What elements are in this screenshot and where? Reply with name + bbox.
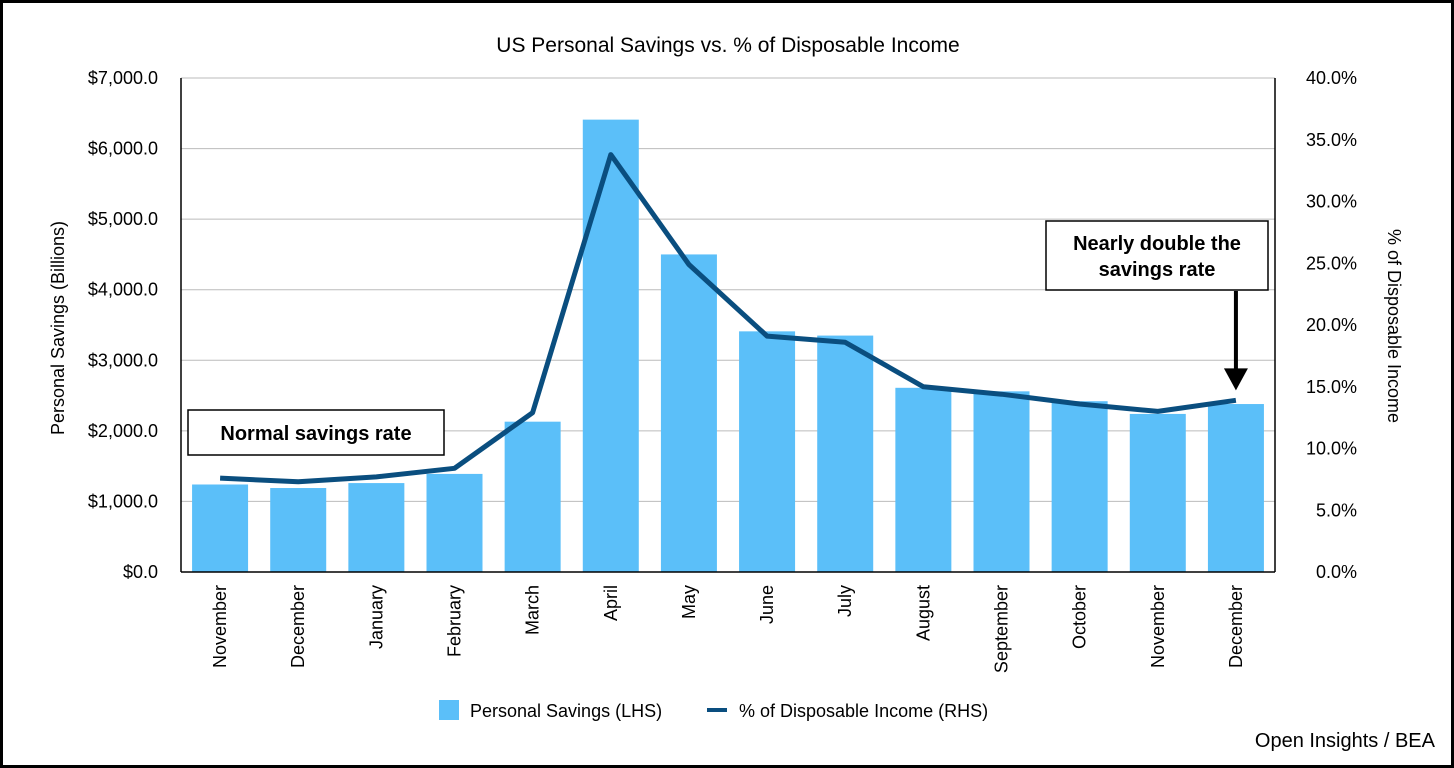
bar	[426, 473, 483, 572]
right-axis-title: % of Disposable Income	[1384, 229, 1404, 423]
legend-label-disposable-income: % of Disposable Income (RHS)	[739, 701, 988, 721]
left-axis-title: Personal Savings (Billions)	[48, 221, 68, 435]
x-tick-label: January	[366, 585, 386, 649]
left-tick-label: $0.0	[123, 562, 158, 582]
x-tick-label: April	[601, 585, 621, 621]
bar	[660, 254, 717, 572]
annotation-box	[1045, 220, 1269, 291]
left-tick-label: $1,000.0	[88, 491, 158, 511]
x-tick-label: June	[757, 585, 777, 624]
right-tick-label: 25.0%	[1306, 253, 1357, 273]
bar	[504, 421, 561, 572]
annotation-normal-savings: Normal savings rate	[187, 409, 445, 456]
annotation-double-savings-line1: Nearly double the	[1073, 233, 1241, 255]
bar	[1129, 413, 1186, 572]
source-note: Open Insights / BEA	[1255, 730, 1436, 752]
annotation-normal-savings-text: Normal savings rate	[220, 423, 411, 445]
right-tick-label: 20.0%	[1306, 315, 1357, 335]
left-tick-label: $3,000.0	[88, 350, 158, 370]
percent-line	[219, 152, 1237, 485]
legend: Personal Savings (LHS) % of Disposable I…	[439, 700, 988, 721]
bar	[582, 119, 639, 572]
left-tick-label: $6,000.0	[88, 139, 158, 159]
right-tick-label: 35.0%	[1306, 130, 1357, 150]
x-tick-label: September	[992, 585, 1012, 673]
left-tick-label: $7,000.0	[88, 68, 158, 88]
annotation-double-savings-line2: savings rate	[1099, 259, 1216, 281]
left-axis-ticks: $0.0 $1,000.0 $2,000.0 $3,000.0 $4,000.0 $5,0…	[88, 68, 158, 582]
x-tick-label: February	[445, 585, 465, 657]
x-tick-label: December	[288, 585, 308, 668]
left-tick-label: $2,000.0	[88, 421, 158, 441]
x-axis-ticks: November December January February March Apri…	[210, 585, 1246, 673]
bar	[348, 483, 405, 572]
left-tick-label: $5,000.0	[88, 209, 158, 229]
bar	[1207, 404, 1264, 572]
right-tick-label: 5.0%	[1316, 500, 1357, 520]
line-series	[219, 152, 1237, 485]
right-tick-label: 0.0%	[1316, 562, 1357, 582]
x-tick-label: March	[523, 585, 543, 635]
legend-label-personal-savings: Personal Savings (LHS)	[470, 701, 662, 721]
bar	[817, 335, 874, 572]
x-tick-label: November	[210, 585, 230, 668]
bar	[973, 391, 1030, 572]
bar	[270, 488, 327, 572]
right-tick-label: 30.0%	[1306, 192, 1357, 212]
bar	[739, 331, 796, 572]
chart-title: US Personal Savings vs. % of Disposable …	[496, 34, 959, 57]
legend-swatch-personal-savings	[439, 700, 459, 720]
right-tick-label: 10.0%	[1306, 439, 1357, 459]
annotation-double-savings: Nearly double the savings rate	[1045, 220, 1269, 391]
x-tick-label: November	[1148, 585, 1168, 668]
bar	[1051, 401, 1108, 572]
x-tick-label: August	[913, 585, 933, 641]
x-tick-label: May	[679, 585, 699, 619]
annotation-arrow	[1223, 291, 1248, 391]
x-tick-label: October	[1070, 585, 1090, 649]
bar	[192, 484, 249, 572]
right-tick-label: 40.0%	[1306, 68, 1357, 88]
bar-series	[192, 119, 1264, 572]
x-tick-label: December	[1226, 585, 1246, 668]
chart-svg: US Personal Savings vs. % of Disposable …	[48, 34, 1436, 752]
annotation-box	[187, 409, 445, 456]
axes	[180, 78, 1276, 573]
left-tick-label: $4,000.0	[88, 280, 158, 300]
right-tick-label: 15.0%	[1306, 377, 1357, 397]
right-axis-ticks: 0.0% 5.0% 10.0% 15.0% 20.0% 25.0% 30.0% 35.0% 40…	[1306, 68, 1357, 582]
arrow-head	[1223, 368, 1248, 391]
x-tick-label: July	[835, 585, 855, 617]
bar	[895, 387, 952, 572]
